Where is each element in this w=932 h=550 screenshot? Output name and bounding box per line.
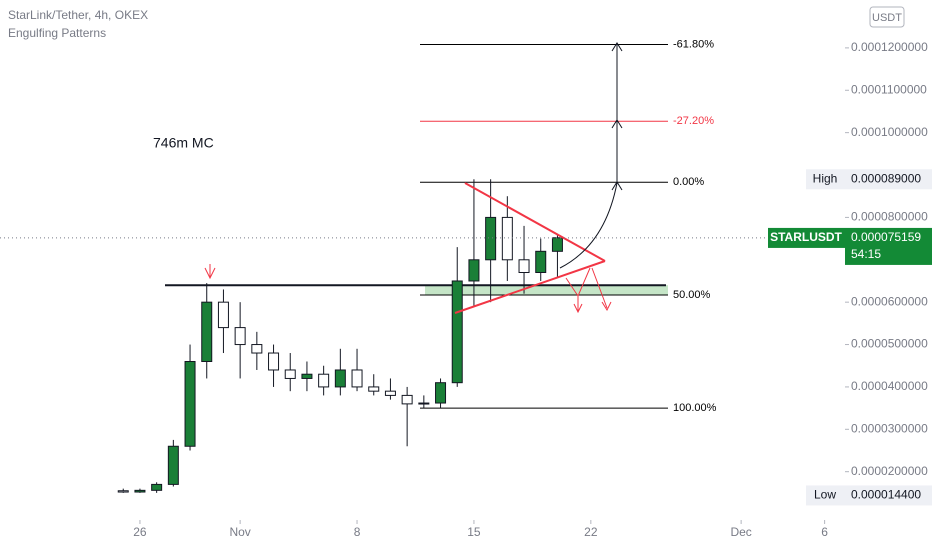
candle-body xyxy=(234,327,246,346)
last-value: 0.000075159 xyxy=(851,230,921,244)
candle-body xyxy=(201,301,213,362)
last-value-box xyxy=(845,227,932,265)
y-tick-label: 0.0000200000 xyxy=(851,464,928,478)
high-label: High xyxy=(813,171,838,185)
candle-body xyxy=(368,386,380,392)
currency-box xyxy=(869,6,905,28)
candle-body xyxy=(134,489,146,493)
candle-body xyxy=(217,301,229,329)
y-tick-label: 0.0000800000 xyxy=(851,210,928,224)
support-zone xyxy=(425,285,668,295)
high-label-box xyxy=(806,169,845,190)
candle-body xyxy=(485,216,497,261)
countdown: 54:15 xyxy=(851,247,881,261)
red-arrow xyxy=(204,264,216,280)
candle-body xyxy=(535,250,547,274)
candle-body xyxy=(518,259,530,274)
candle-body xyxy=(435,382,447,404)
candle-body xyxy=(418,402,430,405)
candle-body xyxy=(284,369,296,379)
fib-label: 50.00% xyxy=(673,289,711,301)
red-arrow xyxy=(591,267,612,312)
triangle-line xyxy=(464,182,606,262)
candle-body xyxy=(501,216,513,261)
y-tick-label: 0.0001100000 xyxy=(851,82,927,96)
fib-label: 100.00% xyxy=(673,402,717,414)
y-tick-label: 0.0000300000 xyxy=(851,421,928,435)
candle-body xyxy=(301,373,313,379)
drawings xyxy=(204,42,623,314)
low-label-box xyxy=(806,485,845,506)
high-value: 0.000089000 xyxy=(851,171,921,185)
last-symbol-box xyxy=(768,227,845,248)
y-tick-label: 0.0000500000 xyxy=(851,337,928,351)
candle-body xyxy=(268,352,280,371)
triangle-line xyxy=(454,260,606,314)
chart-subtitle: Engulfing Patterns xyxy=(8,26,106,40)
annotation: 746m MC xyxy=(153,135,214,151)
y-tick-label: 0.0000400000 xyxy=(851,379,928,393)
candle-body xyxy=(468,259,480,282)
chart-title: StarLink/Tether, 4h, OKEX xyxy=(8,8,148,22)
candle-body xyxy=(351,369,363,388)
fib-label: -27.20% xyxy=(673,115,714,127)
y-tick-label: 0.0000600000 xyxy=(851,294,928,308)
candle-body xyxy=(117,490,129,493)
currency: USDT xyxy=(872,12,902,24)
candle-body xyxy=(167,445,179,485)
candle-body xyxy=(184,360,196,447)
candle-body xyxy=(151,483,163,491)
x-tick-label: 22 xyxy=(584,525,598,539)
low-value-box xyxy=(845,485,932,506)
x-tick-label: 8 xyxy=(354,525,361,539)
x-tick-label: 26 xyxy=(133,525,147,539)
x-tick-label: Nov xyxy=(229,525,250,539)
candle-body xyxy=(384,390,396,396)
low-value: 0.000014400 xyxy=(851,488,921,502)
y-tick-label: 0.0001000000 xyxy=(851,125,928,139)
x-tick-label: 6 xyxy=(821,525,828,539)
y-tick-label: 0.0001200000 xyxy=(851,40,928,54)
candle-body xyxy=(551,237,563,252)
projection-curve xyxy=(559,182,618,269)
x-tick-label: 15 xyxy=(467,525,481,539)
low-label: Low xyxy=(814,488,836,502)
candle-body xyxy=(318,373,330,388)
arrow-head xyxy=(611,42,623,191)
fib-label: 0.00% xyxy=(673,176,704,188)
high-value-box xyxy=(845,169,932,190)
candle-body xyxy=(401,394,413,405)
red-arrow xyxy=(565,267,591,314)
candle-body xyxy=(451,280,463,384)
candle-body xyxy=(334,369,346,388)
fib-label: -61.80% xyxy=(673,38,714,50)
x-tick-label: Dec xyxy=(730,525,751,539)
candle-body xyxy=(251,344,263,354)
last-symbol: STARLUSDT xyxy=(770,230,842,244)
